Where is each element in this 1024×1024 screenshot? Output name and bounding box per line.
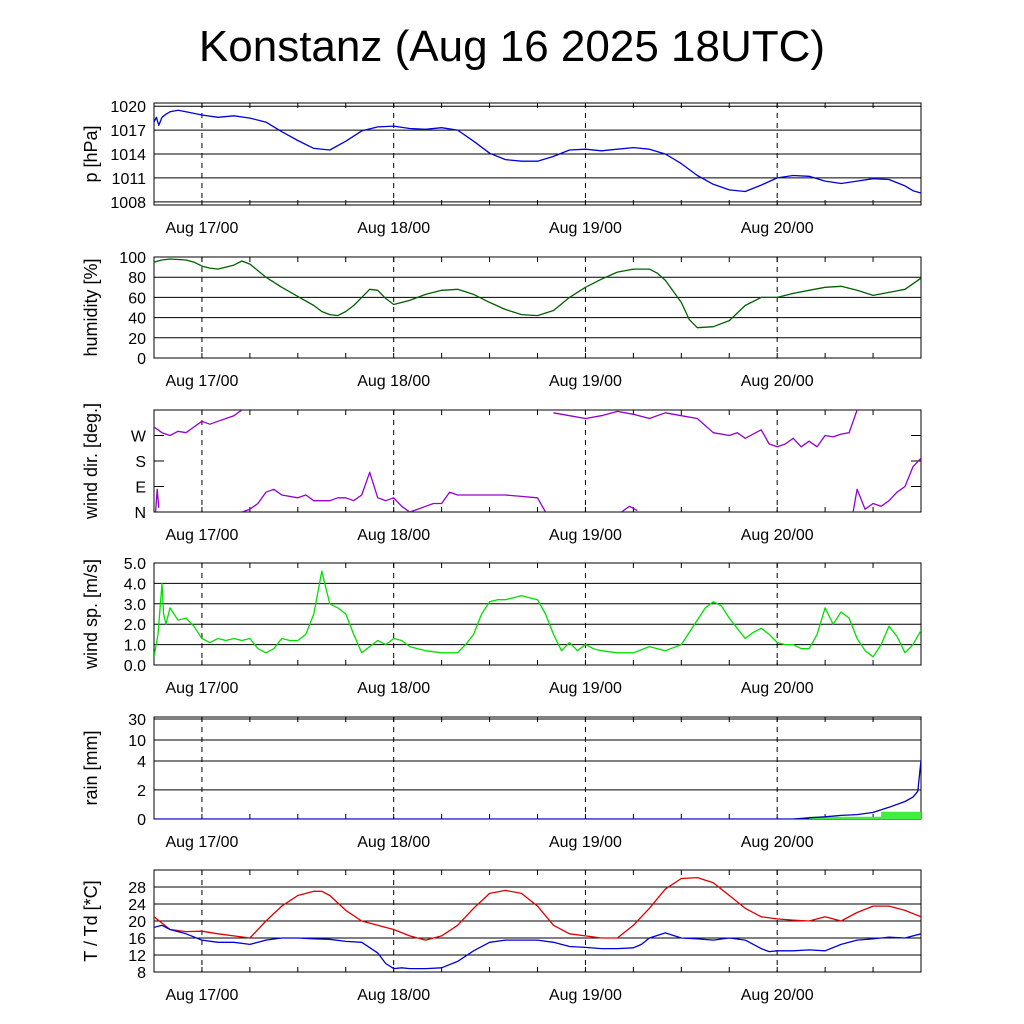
wind-speed-ytick-label: 4.0 [124, 576, 146, 593]
rain-ytick-label: 4 [137, 754, 146, 771]
rain-frame [153, 716, 922, 820]
temperature-xtick-label: Aug 17/00 [165, 987, 238, 1004]
wind-speed-ytick-label: 0.0 [124, 658, 146, 675]
wind-speed-axis-label: wind sp. [m/s] [81, 559, 101, 670]
wind-dir-ytick-label: S [135, 454, 146, 471]
humidity-line-series-0 [154, 258, 921, 329]
pressure-panel: 1008 1011 1014 1017 1020 Aug 17/00 Aug 18/00 Au… [81, 99, 922, 237]
temperature-xtick-label: Aug 18/00 [357, 987, 430, 1004]
temperature-ytick-label: 12 [128, 948, 146, 965]
temperature-axis-label: T / Td [*C] [81, 880, 101, 961]
wind-speed-xtick-label: Aug 18/00 [357, 680, 430, 697]
rain-xtick-label: Aug 18/00 [357, 834, 430, 851]
wind-dir-xtick-label: Aug 20/00 [741, 527, 814, 544]
rain-hourly-area [154, 811, 921, 819]
humidity-ytick-label: 60 [128, 290, 146, 307]
wind-dir-ytick-label: W [131, 429, 147, 446]
wind-dir-xtick-label: Aug 17/00 [165, 527, 238, 544]
pressure-ytick-label: 1017 [110, 123, 146, 140]
pressure-ytick-label: 1008 [110, 195, 146, 212]
wind-dir-ytick-label: E [135, 480, 146, 497]
pressure-ytick-label: 1014 [110, 147, 146, 164]
rain-ytick-label: 0 [137, 812, 146, 829]
humidity-ytick-label: 20 [128, 331, 146, 348]
wind-dir-axis-label: wind dir. [deg.] [81, 403, 101, 520]
temperature-xtick-label: Aug 20/00 [741, 987, 814, 1004]
rain-xtick-label: Aug 19/00 [549, 834, 622, 851]
temperature-line-td [154, 924, 921, 970]
temperature-ytick-label: 20 [128, 914, 146, 931]
wind-dir-line-series-1 [241, 471, 547, 512]
rain-ytick-label: 2 [137, 783, 146, 800]
chart-title: Konstanz (Aug 16 2025 18UTC) [198, 22, 826, 71]
wind-speed-line-series-0 [154, 570, 921, 658]
wind-speed-ytick-label: 3.0 [124, 597, 146, 614]
rain-ytick-label: 30 [128, 712, 146, 729]
wind-speed-panel: 0.0 1.0 2.0 3.0 4.0 5.0 Aug 17/00 Aug 18/00 Aug … [81, 556, 922, 697]
humidity-xtick-label: Aug 18/00 [357, 373, 430, 390]
pressure-xtick-label: Aug 17/00 [165, 220, 238, 237]
wind-speed-ytick-label: 5.0 [124, 556, 146, 573]
temperature-ytick-label: 16 [128, 931, 146, 948]
humidity-axis-label: humidity [%] [81, 258, 101, 356]
rain-ytick-label: 10 [128, 733, 146, 750]
wind-dir-xtick-label: Aug 19/00 [549, 527, 622, 544]
temperature-xtick-label: Aug 19/00 [549, 987, 622, 1004]
temperature-line-t [154, 876, 921, 941]
wind-speed-xtick-label: Aug 20/00 [741, 680, 814, 697]
pressure-xtick-label: Aug 18/00 [357, 220, 430, 237]
wind-speed-frame [153, 562, 922, 666]
humidity-frame [153, 256, 922, 359]
wind-speed-ytick-label: 1.0 [124, 638, 146, 655]
pressure-ytick-label: 1020 [110, 99, 146, 116]
humidity-panel: 0 20 40 60 80 100 Aug 17/00 Aug 18/00 Aug 19/00 A… [81, 250, 922, 390]
wind-dir-line-series-3 [852, 457, 921, 512]
wind-dir-xtick-label: Aug 18/00 [357, 527, 430, 544]
pressure-xtick-label: Aug 20/00 [741, 220, 814, 237]
wind-dir-frame [153, 409, 922, 513]
wind-speed-ytick-label: 2.0 [124, 617, 146, 634]
wind-dir-ytick-label: N [134, 505, 146, 522]
rain-line-cumulative [154, 760, 921, 819]
temperature-ytick-label: 24 [128, 897, 146, 914]
humidity-ytick-label: 80 [128, 270, 146, 287]
wind-dir-line-series-5 [621, 505, 638, 512]
rain-axis-label: rain [mm] [81, 730, 101, 805]
humidity-ytick-label: 100 [119, 250, 146, 267]
pressure-axis-label: p [hPa] [81, 125, 101, 182]
humidity-xtick-label: Aug 20/00 [741, 373, 814, 390]
humidity-xtick-label: Aug 17/00 [165, 373, 238, 390]
pressure-xtick-label: Aug 19/00 [549, 220, 622, 237]
wind-dir-line-series-0 [154, 410, 243, 437]
temperature-ytick-label: 28 [128, 880, 146, 897]
rain-xtick-label: Aug 20/00 [741, 834, 814, 851]
pressure-line-series-0 [154, 109, 921, 194]
humidity-ytick-label: 40 [128, 311, 146, 328]
wind-speed-xtick-label: Aug 17/00 [165, 680, 238, 697]
wind-dir-line-series-2 [553, 410, 858, 448]
rain-xtick-label: Aug 17/00 [165, 834, 238, 851]
humidity-xtick-label: Aug 19/00 [549, 373, 622, 390]
wind-dir-line-series-4 [154, 488, 160, 512]
wind-speed-xtick-label: Aug 19/00 [549, 680, 622, 697]
rain-panel: 0 2 4 10 30 Aug 17/00 Aug 18/00 Aug 19/00 Aug 20… [81, 712, 922, 851]
humidity-ytick-label: 0 [137, 351, 146, 368]
pressure-ytick-label: 1011 [112, 171, 147, 188]
temperature-ytick-label: 8 [137, 965, 146, 982]
